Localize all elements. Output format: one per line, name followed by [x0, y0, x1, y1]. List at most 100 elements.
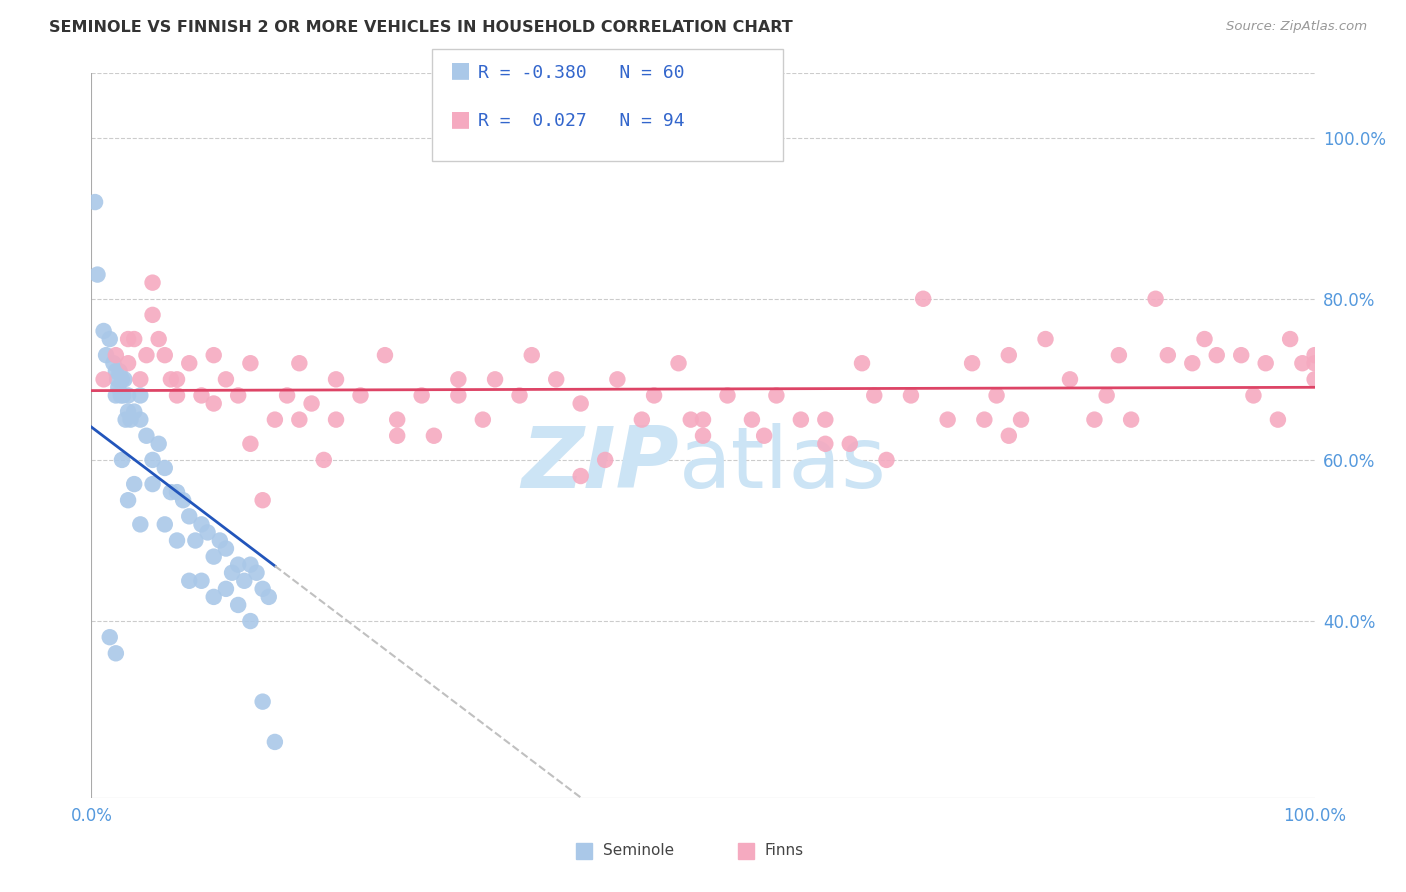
Point — [790, 412, 813, 426]
Point — [252, 695, 274, 709]
Point — [998, 348, 1021, 362]
Point — [141, 453, 163, 467]
Point — [851, 356, 873, 370]
Point — [129, 412, 152, 426]
Point — [129, 388, 152, 402]
Point — [325, 412, 347, 426]
Point — [385, 429, 409, 443]
Point — [172, 493, 194, 508]
Point — [166, 485, 188, 500]
Point — [117, 332, 139, 346]
Point — [838, 437, 860, 451]
Point — [1243, 388, 1265, 402]
Point — [875, 453, 898, 467]
Point — [1205, 348, 1227, 362]
Text: R =  0.027   N = 94: R = 0.027 N = 94 — [478, 112, 685, 130]
Point — [110, 388, 132, 402]
Point — [226, 558, 249, 572]
Point — [569, 396, 592, 410]
Point — [593, 453, 616, 467]
Point — [1279, 332, 1302, 346]
Point — [716, 388, 738, 402]
Text: Source: ZipAtlas.com: Source: ZipAtlas.com — [1226, 20, 1367, 33]
Point — [520, 348, 543, 362]
Point — [84, 195, 107, 210]
Text: ■: ■ — [450, 109, 471, 128]
Point — [153, 517, 176, 532]
Point — [374, 348, 396, 362]
Point — [153, 348, 176, 362]
Point — [631, 412, 654, 426]
Point — [202, 590, 225, 604]
Point — [264, 735, 287, 749]
Text: Seminole: Seminole — [603, 843, 673, 858]
Point — [94, 348, 117, 362]
Point — [1010, 412, 1032, 426]
Point — [190, 574, 212, 588]
Point — [104, 348, 127, 362]
Point — [288, 412, 311, 426]
Point — [239, 437, 262, 451]
Point — [960, 356, 983, 370]
Point — [1181, 356, 1204, 370]
Point — [202, 348, 225, 362]
Text: R = -0.380   N = 60: R = -0.380 N = 60 — [478, 64, 685, 82]
Point — [93, 372, 115, 386]
Point — [98, 332, 121, 346]
Point — [447, 388, 470, 402]
Point — [108, 364, 131, 378]
Point — [312, 453, 335, 467]
Point — [117, 356, 139, 370]
Point — [936, 412, 959, 426]
Point — [226, 388, 249, 402]
Point — [1230, 348, 1253, 362]
Point — [215, 582, 238, 596]
Point — [122, 477, 145, 491]
Point — [1035, 332, 1057, 346]
Point — [239, 614, 262, 628]
Point — [471, 412, 494, 426]
Point — [135, 348, 157, 362]
Point — [257, 590, 280, 604]
Point — [197, 525, 219, 540]
Point — [112, 388, 135, 402]
Point — [148, 332, 170, 346]
Point — [252, 582, 274, 596]
Point — [179, 356, 201, 370]
Point — [1267, 412, 1289, 426]
Point — [148, 437, 170, 451]
Point — [679, 412, 702, 426]
Point — [276, 388, 298, 402]
Point — [107, 380, 129, 394]
Point — [569, 469, 592, 483]
Point — [179, 509, 201, 524]
Point — [1291, 356, 1313, 370]
Point — [1254, 356, 1277, 370]
Point — [998, 429, 1021, 443]
Point — [141, 276, 163, 290]
Point — [239, 356, 262, 370]
Point — [208, 533, 231, 548]
Point — [325, 372, 347, 386]
Point — [986, 388, 1008, 402]
Point — [122, 404, 145, 418]
Point — [129, 372, 152, 386]
Point — [117, 493, 139, 508]
Point — [973, 412, 995, 426]
Point — [141, 308, 163, 322]
Text: atlas: atlas — [679, 423, 887, 507]
Point — [1194, 332, 1216, 346]
Point — [104, 364, 127, 378]
Point — [447, 372, 470, 386]
Point — [912, 292, 935, 306]
Point — [114, 412, 136, 426]
Point — [484, 372, 506, 386]
Point — [104, 388, 127, 402]
Point — [1303, 348, 1326, 362]
Point — [190, 517, 212, 532]
Point — [179, 574, 201, 588]
Point — [1059, 372, 1081, 386]
Point — [135, 429, 157, 443]
Text: SEMINOLE VS FINNISH 2 OR MORE VEHICLES IN HOUSEHOLD CORRELATION CHART: SEMINOLE VS FINNISH 2 OR MORE VEHICLES I… — [49, 20, 793, 35]
Text: ZIP: ZIP — [520, 423, 679, 507]
